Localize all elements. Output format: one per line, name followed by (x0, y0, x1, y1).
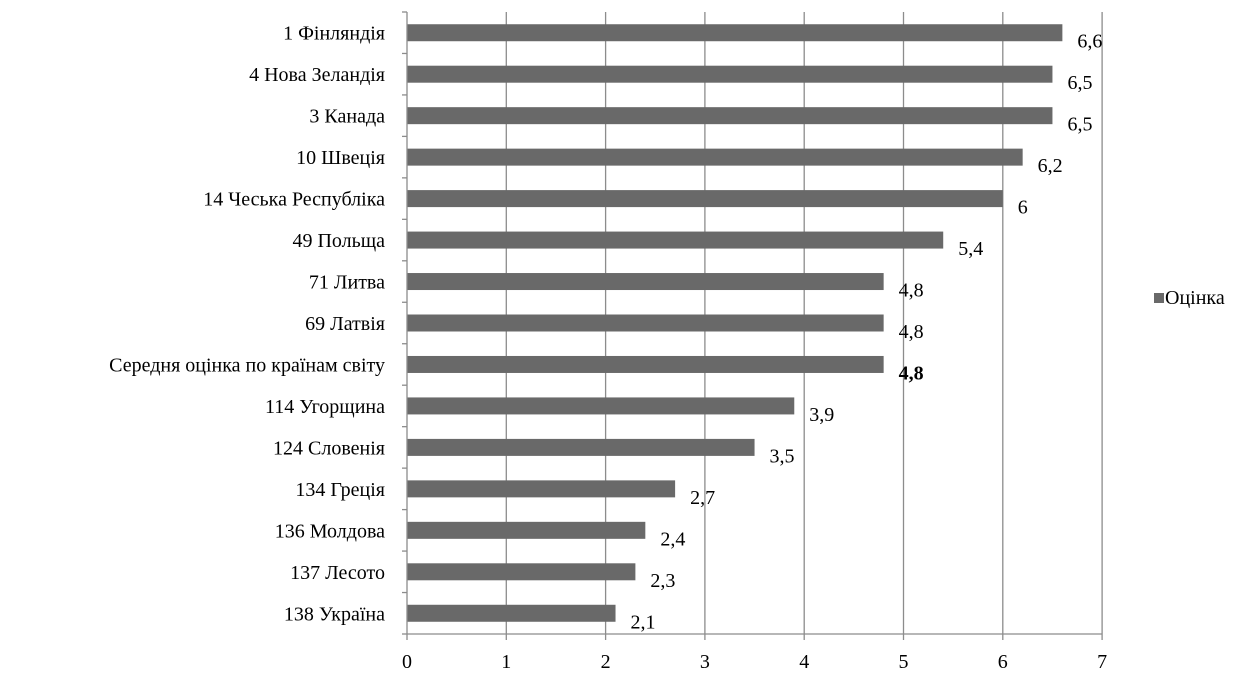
category-label: 69 Латвія (305, 313, 385, 335)
bar (407, 604, 616, 622)
bar (407, 355, 884, 373)
category-label: 1 Фінляндія (283, 23, 385, 45)
bar (407, 314, 884, 332)
legend-label: Оцінка (1165, 287, 1225, 309)
bar (407, 563, 636, 581)
bars (407, 24, 1063, 622)
x-tick-label: 5 (899, 651, 909, 673)
data-label: 6 (1018, 197, 1028, 219)
data-label: 3,9 (809, 404, 834, 426)
legend: Оцінка (1154, 287, 1225, 309)
bar (407, 273, 884, 291)
labels: 0 1 2 3 4 5 6 7 1 Фінляндія 6,6 4 Нова Зеландія 6,5… (109, 23, 1107, 673)
data-label: 2,4 (660, 528, 685, 550)
bar (407, 107, 1053, 125)
data-label: 4,8 (899, 362, 924, 384)
category-label: 49 Польща (292, 230, 385, 252)
x-tick-label: 1 (501, 651, 511, 673)
data-label: 6,2 (1038, 155, 1063, 177)
category-label: Середня оцінка по країнам світу (109, 354, 385, 376)
data-label: 6,5 (1067, 72, 1092, 94)
data-label: 6,5 (1067, 114, 1092, 136)
data-label: 4,8 (899, 321, 924, 343)
category-label: 3 Канада (309, 106, 385, 128)
category-label: 137 Лесото (290, 562, 385, 584)
category-label: 136 Молдова (275, 520, 385, 542)
x-tick-label: 2 (601, 651, 611, 673)
category-label: 4 Нова Зеландія (249, 64, 385, 86)
x-tick-label: 3 (700, 651, 710, 673)
bar (407, 148, 1023, 166)
data-label: 2,3 (650, 570, 675, 592)
category-label: 14 Чеська Республіка (203, 189, 385, 211)
category-label: 134 Греція (295, 479, 385, 501)
bar (407, 65, 1053, 83)
data-label: 6,6 (1077, 31, 1102, 53)
legend-swatch (1154, 293, 1164, 303)
data-label: 4,8 (899, 280, 924, 302)
bar (407, 397, 795, 415)
bar (407, 521, 646, 539)
category-label: 124 Словенія (273, 437, 385, 459)
bar (407, 190, 1003, 208)
data-label: 3,5 (770, 445, 795, 467)
x-tick-label: 0 (402, 651, 412, 673)
category-label: 71 Литва (309, 272, 385, 294)
category-label: 138 Україна (284, 603, 385, 625)
category-label: 10 Швеція (296, 147, 385, 169)
category-label: 114 Угорщина (265, 396, 385, 418)
data-label: 5,4 (958, 238, 983, 260)
bar (407, 24, 1063, 42)
bar (407, 438, 755, 456)
x-tick-label: 4 (799, 651, 809, 673)
data-label: 2,7 (690, 487, 715, 509)
bar (407, 231, 944, 249)
bar (407, 480, 676, 498)
axes (402, 11, 1103, 640)
x-tick-label: 7 (1097, 651, 1107, 673)
x-tick-label: 6 (998, 651, 1008, 673)
data-label: 2,1 (631, 611, 656, 633)
